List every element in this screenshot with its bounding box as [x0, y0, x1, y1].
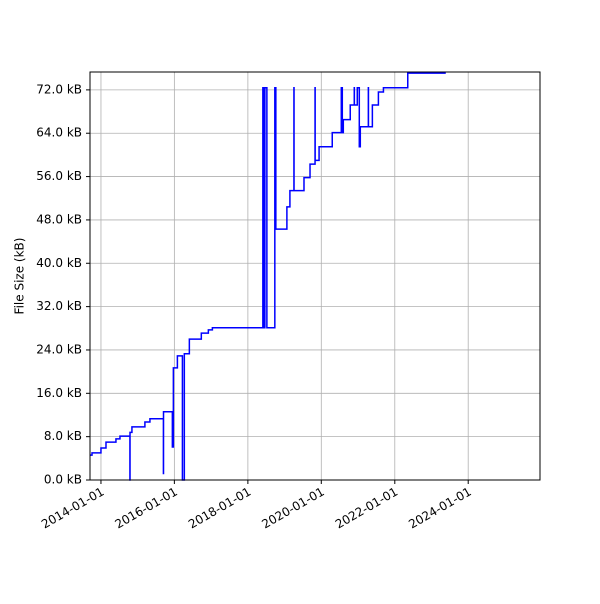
plot-frame	[89, 71, 541, 481]
x-tick-label: 2014-01-01	[39, 484, 106, 531]
y-tick-label: 0.0 kB	[44, 473, 82, 487]
y-tick-label: 72.0 kB	[36, 82, 82, 96]
y-tick-label: 40.0 kB	[36, 256, 82, 270]
x-tick-label: 2022-01-01	[333, 484, 400, 531]
y-tick-label: 24.0 kB	[36, 342, 82, 356]
y-tick-label: 64.0 kB	[36, 126, 82, 140]
x-tick-label: 2020-01-01	[259, 484, 326, 531]
x-tick-label: 2024-01-01	[406, 484, 473, 531]
x-tick-label: 2018-01-01	[186, 484, 253, 531]
y-tick-label: 16.0 kB	[36, 386, 82, 400]
y-tick-label: 32.0 kB	[36, 299, 82, 313]
y-tick-label: 48.0 kB	[36, 212, 82, 226]
y-axis-label: File Size (kB)	[13, 238, 27, 315]
y-tick-label: 56.0 kB	[36, 169, 82, 183]
line	[90, 72, 446, 481]
y-tick-label: 8.0 kB	[44, 429, 82, 443]
x-tick-label: 2016-01-01	[112, 484, 179, 531]
